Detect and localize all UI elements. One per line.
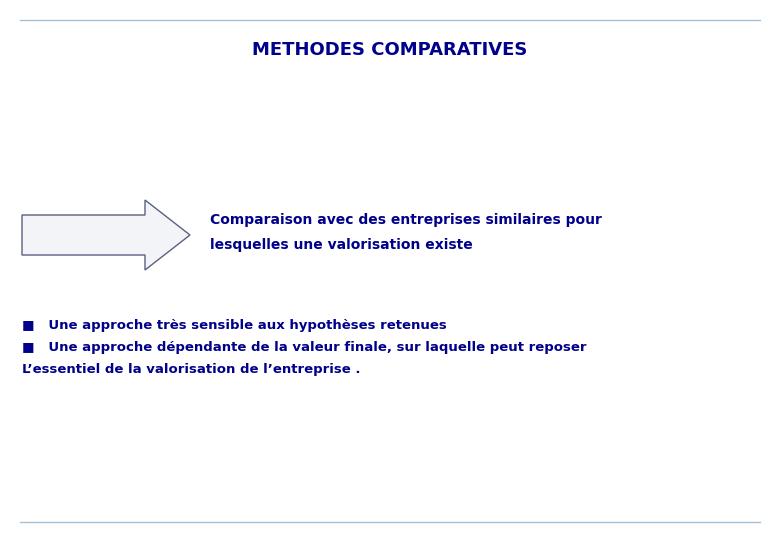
Text: METHODES COMPARATIVES: METHODES COMPARATIVES <box>252 41 528 59</box>
Text: ■   Une approche très sensible aux hypothèses retenues: ■ Une approche très sensible aux hypothè… <box>22 319 447 332</box>
Text: L’essentiel de la valorisation de l’entreprise .: L’essentiel de la valorisation de l’entr… <box>22 362 360 375</box>
Polygon shape <box>22 200 190 270</box>
Text: lesquelles une valorisation existe: lesquelles une valorisation existe <box>210 238 473 252</box>
Text: ■   Une approche dépendante de la valeur finale, sur laquelle peut reposer: ■ Une approche dépendante de la valeur f… <box>22 341 587 354</box>
Text: Comparaison avec des entreprises similaires pour: Comparaison avec des entreprises similai… <box>210 213 602 227</box>
